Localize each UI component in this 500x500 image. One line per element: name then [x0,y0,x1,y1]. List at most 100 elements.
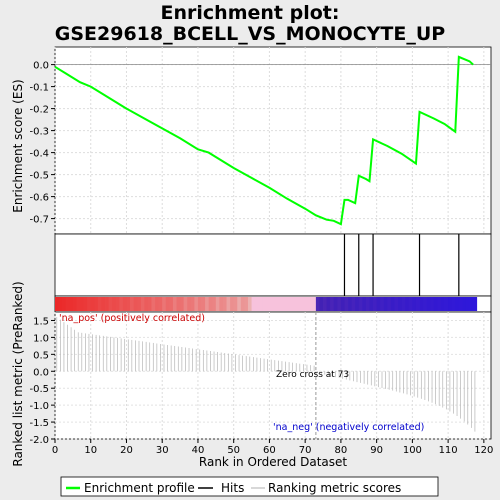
color-bar-cell [351,297,356,311]
color-bar-cell [108,297,113,311]
x-axis-label: Rank in Ordered Dataset [199,455,347,469]
hits-panel-background [54,233,492,297]
color-bar-cell [251,297,256,311]
chart-title-line1: Enrichment plot: [161,2,340,24]
color-bar-cell [219,297,224,311]
color-bar-cell [69,297,74,311]
color-bar-cell [169,297,174,311]
color-bar-cell [430,297,435,311]
color-bar-cell [462,297,467,311]
zero-cross-label: Zero cross at 73 [276,370,349,380]
color-bar-cell [323,297,328,311]
es-y-axis-label: Enrichment score (ES) [11,79,25,212]
x-tick-label: 30 [156,445,169,456]
x-tick-label: 20 [120,445,133,456]
color-bar-cell [247,297,252,311]
color-bar-cell [269,297,274,311]
color-bar-cell [369,297,374,311]
color-bar-cell [426,297,431,311]
x-tick-label: 40 [192,445,205,456]
color-bar-cell [187,297,192,311]
color-bar-cell [240,297,245,311]
color-bar-cell [262,297,267,311]
color-bar-cell [183,297,188,311]
metric-y-tick-label: 0.5 [33,350,49,361]
color-bar-cell [408,297,413,311]
color-bar-cell [387,297,392,311]
color-bar-cell [201,297,206,311]
color-bar-cell [358,297,363,311]
color-bar-cell [273,297,277,311]
color-bar-cell [226,297,231,311]
enrichment-profile-line [54,55,474,226]
color-bar-cell [233,297,238,311]
color-bar-cell [394,297,399,311]
color-bar-cell [287,297,292,311]
color-bar-cell [265,297,270,311]
color-bar-cell [469,297,474,311]
es-y-tick-label: -0.6 [29,193,49,204]
legend-ranking-label: Ranking metric scores [268,481,401,495]
color-bar-cell [83,297,88,311]
color-bar-cell [258,297,263,311]
color-bar-cell [190,297,195,311]
metric-y-tick-label: -0.5 [29,384,49,395]
hits-panel [54,233,492,297]
color-bar-cell [65,297,70,311]
color-bar-cell [283,297,288,311]
color-bar-cell [380,297,385,311]
color-bar-cell [94,297,99,311]
color-bar-cell [423,297,428,311]
color-bar-cell [87,297,92,311]
color-bar-cell [62,297,67,311]
hit-markers [343,234,460,296]
color-bar-cell [308,297,313,311]
color-bar-cell [398,297,403,311]
color-bar-cell [147,297,152,311]
chart-title-line2: GSE29618_BCELL_VS_MONOCYTE_UP [55,23,446,45]
legend-frame [60,476,439,497]
color-bar-cell [401,297,406,311]
metric-gridlines [54,312,491,440]
x-tick-label: 110 [439,445,458,456]
legend-enrichment-label: Enrichment profile [84,481,195,495]
color-bar-cell [337,297,342,311]
color-bar-cell [215,297,220,311]
x-tick-label: 10 [84,445,97,456]
color-bar-cell [244,297,249,311]
color-bar-cell [348,297,353,311]
color-bar-cell [112,297,117,311]
color-bar-cell [376,297,381,311]
color-bar-cell [197,297,202,311]
x-tick-label: 50 [227,445,240,456]
metric-y-tick-label: 1.5 [33,316,49,327]
color-bar-cell [451,297,456,311]
color-bar-cell [158,297,163,311]
x-tick-label: 80 [335,445,348,456]
metric-panel-background [54,311,492,440]
color-bar-cell [465,297,470,311]
color-bar-cell [137,297,142,311]
color-bar-cell [208,297,213,311]
color-bar-cell [76,297,81,311]
color-bar-cell [194,297,199,311]
legend-hits-label: Hits [221,481,244,495]
color-bar-cell [355,297,360,311]
color-bar-cell [444,297,449,311]
color-bar-cell [312,297,317,311]
es-y-tick-label: 0.0 [33,61,49,72]
color-bar-cell [172,297,177,311]
color-bar-cell [294,297,299,311]
color-bar-cell [72,297,77,311]
color-bar-cell [412,297,417,311]
color-bar-cells [55,297,478,311]
es-y-tick-label: -0.2 [29,105,49,116]
color-bar-cell [176,297,181,311]
color-bar-cell [301,297,306,311]
color-bar-cell [105,297,110,311]
color-bar-cell [58,297,63,311]
x-tick-label: 70 [299,445,312,456]
metric-y-axis-label: Ranked list metric (PreRanked) [11,281,25,466]
color-bar-cell [365,297,370,311]
color-bar-cell [130,297,135,311]
